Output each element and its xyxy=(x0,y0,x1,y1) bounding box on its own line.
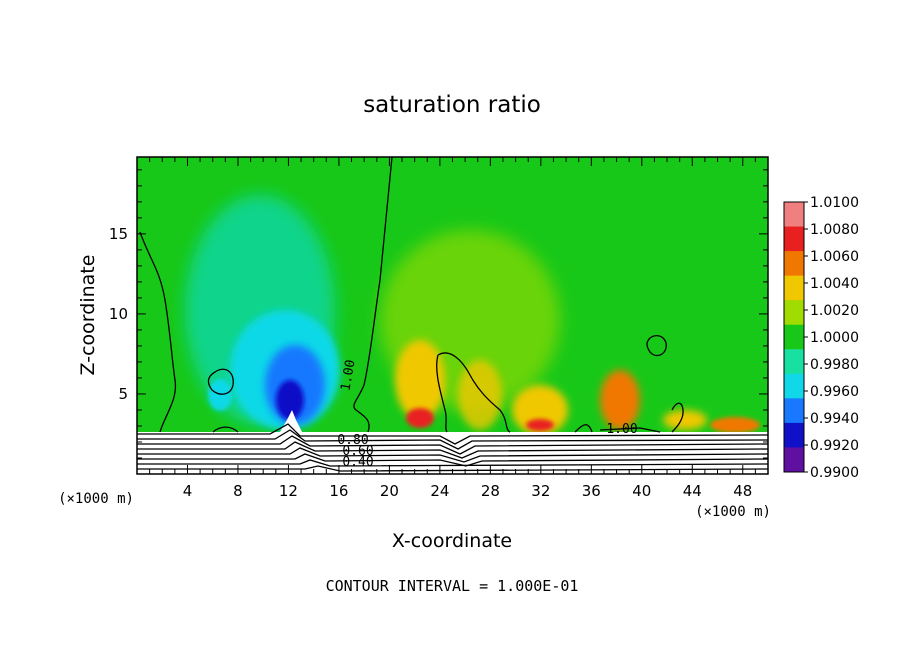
y-tick-labels: 5 10 15 xyxy=(109,225,128,403)
contour-label: 0.40 xyxy=(342,455,373,470)
contour-labels: 1.00 1.00 0.80 0.60 0.40 xyxy=(337,359,637,470)
colorbar-label: 0.9940 xyxy=(810,411,859,427)
chart-title: saturation ratio xyxy=(363,92,541,118)
contour-line xyxy=(137,459,768,467)
x-tick-label: 20 xyxy=(380,482,399,500)
colorbar-swatch xyxy=(784,251,804,277)
contour-line xyxy=(212,426,239,433)
contour-label: 0.80 xyxy=(337,433,368,448)
contour-line xyxy=(574,424,593,433)
x-tick-label: 44 xyxy=(683,482,702,500)
colorbar-swatch xyxy=(784,226,804,252)
contour-line xyxy=(646,334,667,357)
x-unit-label-left: (×1000 m) xyxy=(58,491,134,507)
field-region-moist-f xyxy=(710,417,760,433)
field-region-moist-c-core xyxy=(526,419,554,431)
colorbar-swatch xyxy=(784,202,804,228)
x-tick-label: 12 xyxy=(279,482,298,500)
contour-line xyxy=(137,429,768,450)
contour-line xyxy=(207,368,234,395)
contour-lines xyxy=(137,157,768,472)
contour-label: 1.00 xyxy=(606,422,637,437)
colorbar-swatch xyxy=(784,373,804,399)
x-tick-label: 4 xyxy=(183,482,193,500)
x-tick-label: 48 xyxy=(733,482,752,500)
colorbar-swatch xyxy=(784,422,804,448)
contour-label: 1.00 xyxy=(338,359,358,392)
x-tick-label: 24 xyxy=(430,482,449,500)
x-tick-label: 32 xyxy=(531,482,550,500)
colorbar-label: 0.9900 xyxy=(810,465,859,481)
y-tick-label: 15 xyxy=(109,225,128,243)
colorbar-label: 0.9980 xyxy=(810,357,859,373)
x-unit-label-right: (×1000 m) xyxy=(695,504,771,520)
colorbar-swatch xyxy=(784,275,804,301)
terrain-peak xyxy=(280,410,302,432)
contour-line xyxy=(437,352,511,433)
y-axis-label: Z-coordinate xyxy=(77,255,99,376)
field-region-moist-b xyxy=(458,360,502,430)
y-tick-label: 10 xyxy=(109,305,128,323)
x-axis-label: X-coordinate xyxy=(392,530,512,552)
colorbar-swatch xyxy=(784,398,804,424)
contour-label: 0.60 xyxy=(342,444,373,459)
field-region-dry-core xyxy=(276,380,304,420)
colorbar-swatch xyxy=(784,349,804,375)
contour-line xyxy=(137,441,768,459)
x-tick-label: 28 xyxy=(481,482,500,500)
contour-line xyxy=(353,157,393,433)
x-tick-labels: 4 8 12 16 20 24 28 32 36 40 44 48 xyxy=(183,482,753,500)
colorbar-label: 1.0000 xyxy=(810,330,859,346)
heatmap-field xyxy=(137,195,768,474)
field-region-moist-a xyxy=(395,340,445,420)
colorbar-label: 1.0100 xyxy=(810,195,859,211)
colorbar-label: 0.9920 xyxy=(810,438,859,454)
x-tick-label: 8 xyxy=(233,482,243,500)
x-tick-label: 16 xyxy=(329,482,348,500)
colorbar-swatch xyxy=(784,447,804,473)
contour-line xyxy=(436,354,448,433)
contour-line xyxy=(137,423,768,445)
contour-line xyxy=(137,465,768,472)
y-tick-label: 5 xyxy=(118,385,128,403)
colorbar-label: 1.0060 xyxy=(810,249,859,265)
field-region-moist-c xyxy=(512,385,568,435)
contour-line xyxy=(137,447,768,463)
contour-line xyxy=(137,453,768,467)
colorbar: 1.0100 1.0080 1.0060 1.0040 1.0020 1.0000 0.99… xyxy=(783,195,859,481)
contour-line xyxy=(137,435,768,455)
colorbar-swatch xyxy=(784,324,804,350)
colorbar-label: 1.0020 xyxy=(810,303,859,319)
plot-area: 1.00 1.00 0.80 0.60 0.40 xyxy=(136,156,769,475)
colorbar-swatch xyxy=(784,300,804,326)
field-region-dry-west xyxy=(208,379,232,411)
field-region-moist-a-core xyxy=(406,408,434,428)
contour-line xyxy=(139,231,177,433)
contour-line xyxy=(599,427,661,433)
field-region-moist-e xyxy=(663,410,707,430)
contour-interval-note: CONTOUR INTERVAL = 1.000E-01 xyxy=(326,577,579,595)
contour-line xyxy=(671,402,684,433)
colorbar-label: 1.0040 xyxy=(810,276,859,292)
colorbar-label: 1.0080 xyxy=(810,222,859,238)
colorbar-label: 0.9960 xyxy=(810,384,859,400)
axis-ticks xyxy=(137,157,768,474)
field-region-moist-d xyxy=(600,370,640,430)
x-tick-label: 40 xyxy=(632,482,651,500)
x-tick-label: 36 xyxy=(582,482,601,500)
